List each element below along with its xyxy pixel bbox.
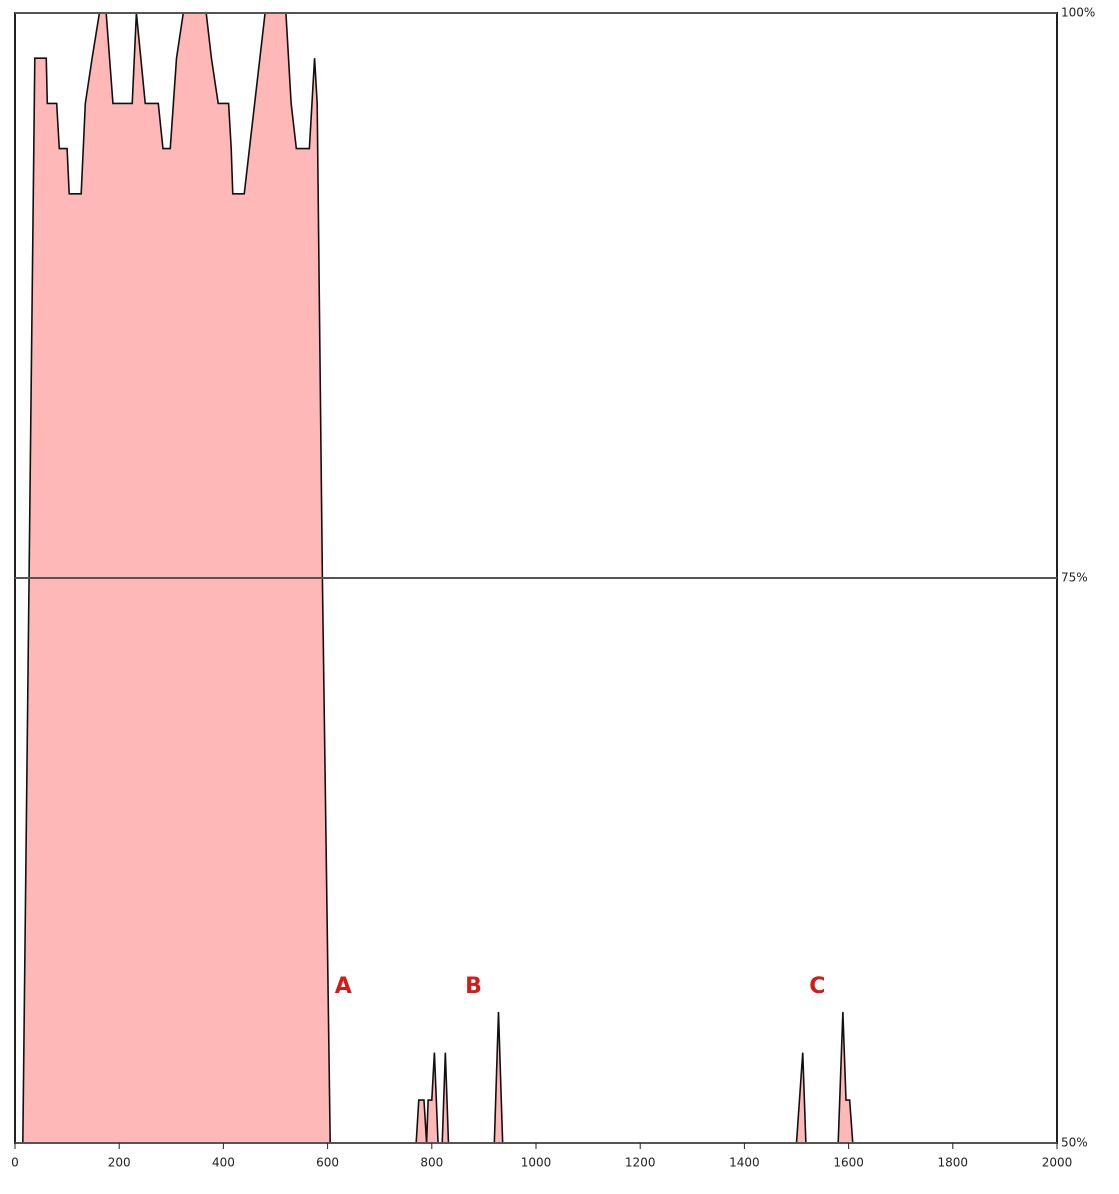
area-line [15, 12, 1057, 1144]
x-tick-label: 1400 [729, 1156, 760, 1170]
annotation: A [335, 974, 352, 999]
x-tick-label: 200 [108, 1156, 131, 1170]
y-tick-label: 75% [1061, 571, 1088, 585]
x-tick-label: 0 [11, 1156, 19, 1170]
area-fill [15, 13, 1057, 1143]
x-tick-label: 400 [212, 1156, 235, 1170]
y-tick-label: 50% [1061, 1136, 1088, 1150]
annotation: C [809, 974, 825, 999]
y-tick-label: 100% [1061, 6, 1095, 20]
x-tick-label: 1800 [938, 1156, 969, 1170]
x-tick-label: 600 [316, 1156, 339, 1170]
x-tick-label: 1200 [625, 1156, 656, 1170]
x-tick-label: 2000 [1042, 1156, 1073, 1170]
annotation: B [465, 974, 482, 999]
x-tick-label: 1000 [521, 1156, 552, 1170]
x-tick-label: 1600 [833, 1156, 864, 1170]
x-tick-label: 800 [420, 1156, 443, 1170]
